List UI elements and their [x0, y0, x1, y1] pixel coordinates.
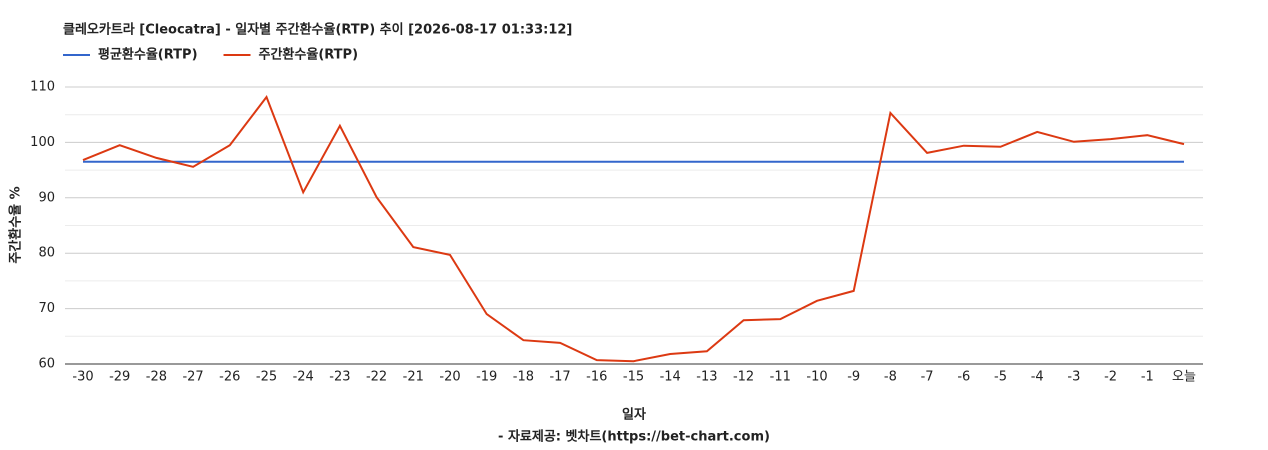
x-tick-label: -15 [623, 370, 644, 385]
x-tick-label: -8 [884, 370, 897, 385]
x-tick-label: -9 [847, 370, 860, 385]
x-tick-label: -27 [182, 370, 203, 385]
x-tick-label: 오늘 [1172, 370, 1196, 385]
x-tick-label: -14 [660, 370, 681, 385]
legend-label: 주간환수율(RTP) [259, 47, 359, 63]
x-tick-label: -7 [921, 370, 934, 385]
chart-title: 클레오카트라 [Cleocatra] - 일자별 주간환수율(RTP) 추이 [… [63, 22, 572, 38]
x-tick-label: -13 [696, 370, 717, 385]
x-tick-label: -12 [733, 370, 754, 385]
x-tick-label: -23 [329, 370, 350, 385]
x-tick-label: -18 [513, 370, 534, 385]
x-tick-label: -11 [770, 370, 791, 385]
x-tick-label: -3 [1067, 370, 1080, 385]
y-tick-label: 80 [38, 246, 55, 261]
x-tick-label: -19 [476, 370, 497, 385]
x-tick-label: -5 [994, 370, 1007, 385]
x-tick-label: -25 [256, 370, 277, 385]
x-tick-label: -26 [219, 370, 240, 385]
x-tick-label: -22 [366, 370, 387, 385]
x-tick-label: -30 [72, 370, 93, 385]
y-axis-label: 주간환수율 % [8, 186, 24, 263]
x-tick-label: -29 [109, 370, 130, 385]
y-tick-label: 90 [38, 190, 55, 205]
x-axis-label: 일자 [622, 408, 646, 423]
x-tick-label: -24 [293, 370, 314, 385]
x-tick-label: -21 [403, 370, 424, 385]
series-line [82, 94, 1185, 363]
y-tick-label: 60 [38, 357, 55, 372]
x-tick-label: -2 [1104, 370, 1117, 385]
x-tick-label: -6 [957, 370, 970, 385]
x-tick-label: -10 [806, 370, 827, 385]
x-tick-label: -17 [549, 370, 570, 385]
y-tick-label: 70 [38, 301, 55, 316]
y-tick-label: 110 [30, 80, 55, 95]
legend-label: 평균환수율(RTP) [98, 47, 198, 63]
x-tick-label: -20 [439, 370, 460, 385]
y-tick-label: 100 [30, 135, 55, 150]
x-tick-label: -16 [586, 370, 607, 385]
x-tick-label: -1 [1141, 370, 1154, 385]
x-tick-label: -28 [146, 370, 167, 385]
source: - 자료제공: 벳차트(https://bet-chart.com) [498, 429, 770, 445]
x-tick-label: -4 [1031, 370, 1044, 385]
